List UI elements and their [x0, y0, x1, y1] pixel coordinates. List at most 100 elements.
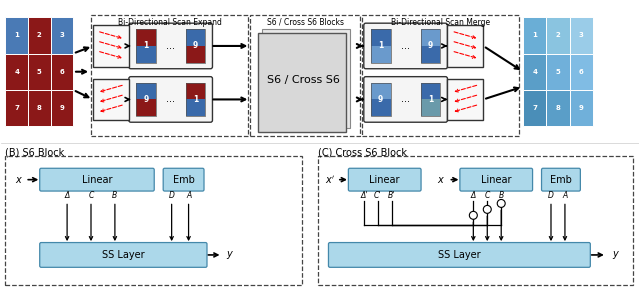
Text: 2: 2: [37, 32, 42, 38]
Text: ...: ...: [166, 95, 175, 104]
Text: B: B: [499, 191, 504, 200]
Text: C: C: [484, 191, 490, 200]
Text: 9: 9: [60, 105, 64, 111]
FancyBboxPatch shape: [541, 168, 580, 191]
Text: Δ: Δ: [65, 191, 70, 200]
Text: 8: 8: [36, 105, 42, 111]
Bar: [420, 46, 440, 63]
Bar: [420, 83, 440, 116]
Text: C: C: [88, 191, 93, 200]
Text: 9: 9: [579, 105, 584, 111]
Text: SS Layer: SS Layer: [102, 250, 145, 260]
Bar: [186, 46, 205, 63]
Bar: [371, 83, 390, 116]
Bar: [547, 17, 570, 54]
Text: 6: 6: [579, 69, 584, 75]
Text: D: D: [548, 191, 554, 200]
Bar: [51, 90, 73, 126]
Text: 2: 2: [556, 32, 561, 38]
Text: Linear: Linear: [369, 175, 400, 185]
Bar: [93, 25, 129, 67]
Bar: [136, 83, 156, 116]
Text: $y$: $y$: [612, 249, 620, 261]
Bar: [523, 90, 547, 126]
FancyBboxPatch shape: [328, 242, 590, 267]
Bar: [136, 46, 156, 63]
Bar: [447, 79, 483, 120]
Bar: [420, 99, 440, 116]
FancyBboxPatch shape: [364, 23, 447, 69]
Text: +: +: [484, 205, 490, 214]
Text: +: +: [498, 199, 504, 208]
Text: 9: 9: [378, 95, 383, 104]
Text: ...: ...: [401, 41, 410, 51]
Bar: [420, 29, 440, 63]
Text: 1: 1: [428, 95, 433, 104]
Bar: [250, 15, 360, 136]
Bar: [262, 29, 350, 128]
Bar: [447, 25, 483, 67]
Bar: [5, 156, 302, 285]
Bar: [362, 15, 519, 136]
Text: B: B: [112, 191, 118, 200]
Text: D: D: [169, 191, 175, 200]
Text: 1: 1: [532, 32, 537, 38]
Text: (C) Cross S6 Block: (C) Cross S6 Block: [318, 148, 407, 158]
Bar: [51, 54, 73, 90]
Circle shape: [469, 211, 477, 219]
Text: $x$: $x$: [15, 175, 24, 185]
FancyBboxPatch shape: [40, 168, 154, 191]
Bar: [186, 83, 205, 116]
Text: 1: 1: [378, 41, 383, 50]
Text: (B) S6 Block: (B) S6 Block: [5, 148, 65, 158]
Bar: [570, 54, 593, 90]
Text: 4: 4: [532, 69, 537, 75]
Text: 5: 5: [556, 69, 561, 75]
Text: $x$: $x$: [437, 175, 445, 185]
Bar: [186, 29, 205, 63]
Text: 5: 5: [37, 69, 42, 75]
Bar: [371, 29, 390, 63]
Text: 3: 3: [579, 32, 584, 38]
Bar: [570, 17, 593, 54]
Bar: [5, 17, 28, 54]
Bar: [570, 90, 593, 126]
FancyBboxPatch shape: [129, 23, 212, 69]
FancyBboxPatch shape: [40, 242, 207, 267]
Text: 1: 1: [143, 41, 148, 50]
FancyBboxPatch shape: [460, 168, 532, 191]
Text: Linear: Linear: [481, 175, 511, 185]
Bar: [5, 54, 28, 90]
Circle shape: [497, 200, 505, 207]
Text: ...: ...: [166, 41, 175, 51]
Text: Emb: Emb: [550, 175, 572, 185]
Bar: [93, 79, 129, 120]
Text: S6 / Cross S6: S6 / Cross S6: [267, 75, 339, 85]
Bar: [91, 15, 248, 136]
Bar: [136, 29, 156, 63]
Text: Linear: Linear: [82, 175, 112, 185]
Text: Δ: Δ: [470, 191, 476, 200]
Bar: [547, 54, 570, 90]
Text: 6: 6: [60, 69, 64, 75]
Text: B': B': [388, 191, 396, 200]
Bar: [186, 29, 205, 63]
Bar: [547, 90, 570, 126]
Bar: [5, 90, 28, 126]
Text: +: +: [470, 211, 476, 220]
Text: Bi-Directional Scan Expand: Bi-Directional Scan Expand: [118, 18, 221, 27]
Bar: [51, 17, 73, 54]
FancyBboxPatch shape: [129, 77, 212, 122]
Text: 1: 1: [14, 32, 19, 38]
Bar: [136, 99, 156, 116]
Bar: [523, 54, 547, 90]
Bar: [186, 99, 205, 116]
Text: 9: 9: [193, 41, 198, 50]
Text: 7: 7: [14, 105, 19, 111]
Text: A: A: [186, 191, 191, 200]
Bar: [28, 90, 51, 126]
Text: $x'$: $x'$: [325, 174, 335, 186]
Text: 4: 4: [14, 69, 19, 75]
Text: 9: 9: [428, 41, 433, 50]
Bar: [28, 54, 51, 90]
